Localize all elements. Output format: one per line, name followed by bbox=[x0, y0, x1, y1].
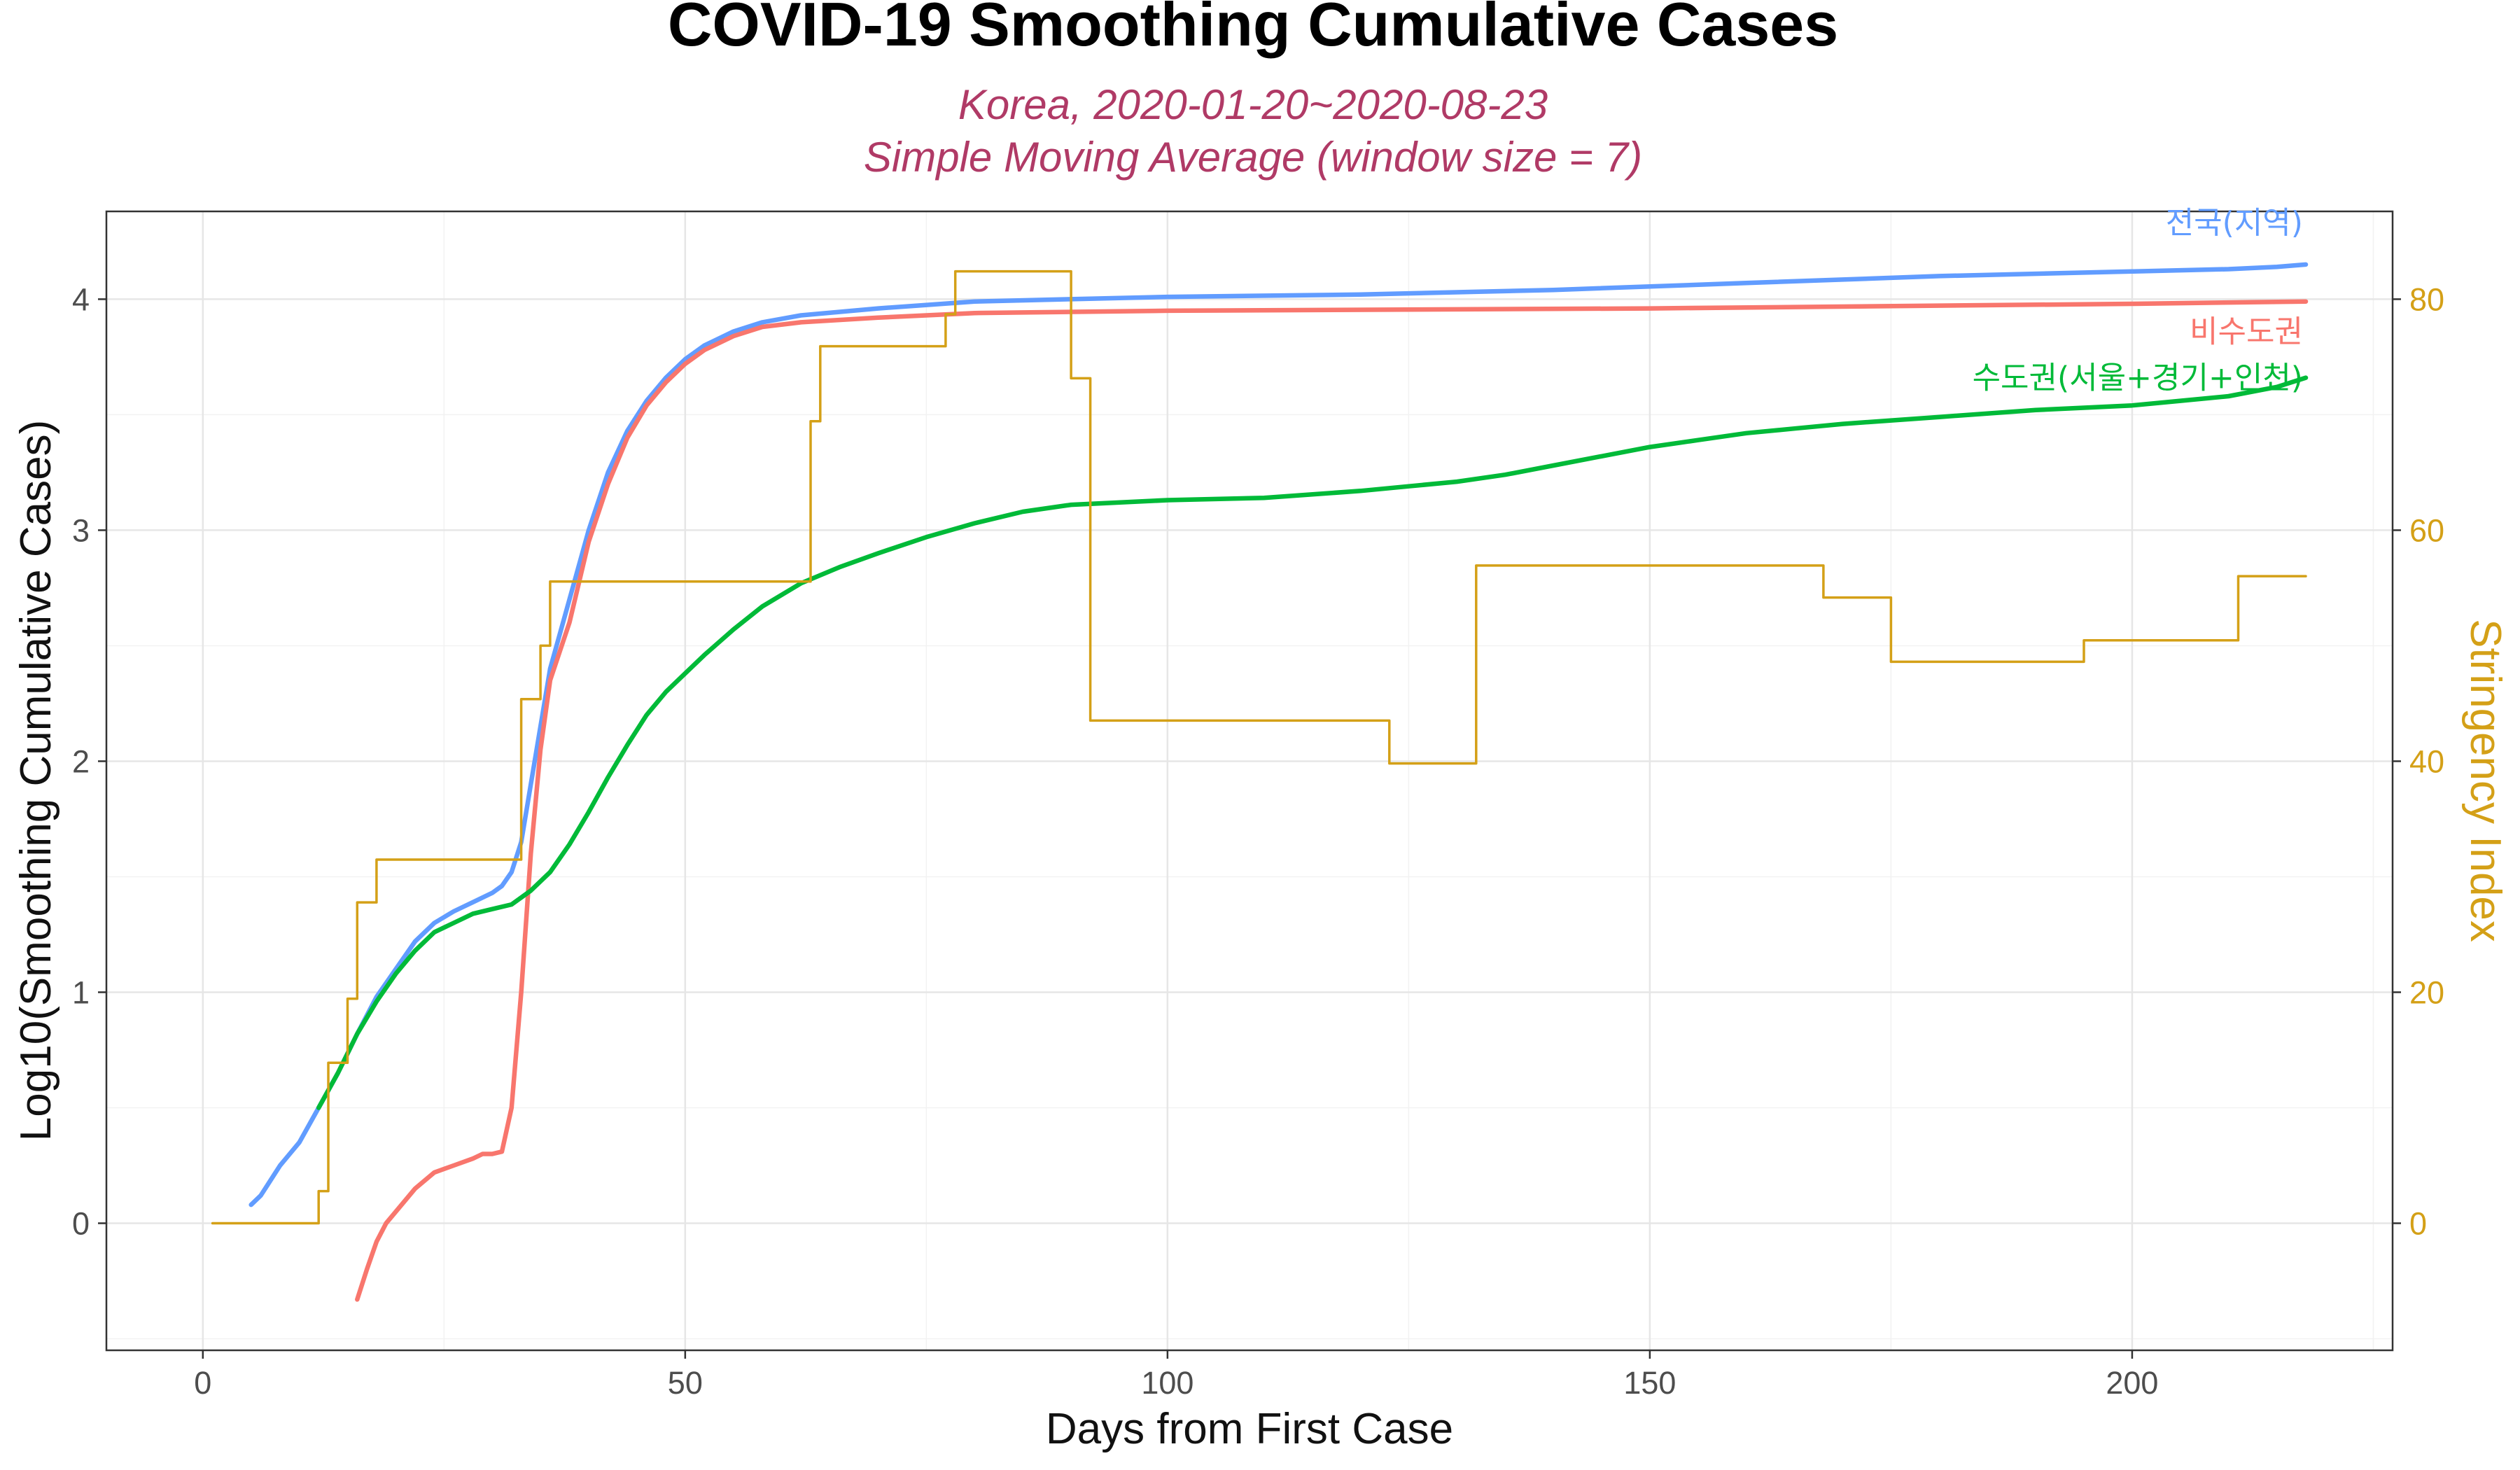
y-tick-label: 4 bbox=[72, 281, 90, 317]
x-tick-label: 100 bbox=[1141, 1365, 1194, 1401]
y2-tick-label: 40 bbox=[2409, 743, 2444, 779]
series-line-stringency bbox=[211, 270, 2307, 1225]
y2-tick-label: 60 bbox=[2409, 512, 2444, 548]
y2-tick-label: 80 bbox=[2409, 281, 2444, 317]
series-label-non-capital: 비수도권 bbox=[2190, 314, 2303, 350]
grid-layer bbox=[106, 211, 2393, 1350]
y-tick-label: 3 bbox=[72, 512, 90, 548]
y2-axis-title: Stringency Index bbox=[2461, 619, 2510, 942]
y-axis-title: Log10(Smoothing Cumulative Cases) bbox=[12, 420, 60, 1141]
chart-subtitle-line-1: Korea, 2020-01-20~2020-08-23 bbox=[958, 81, 1548, 128]
y-tick-label: 1 bbox=[72, 974, 90, 1010]
series-label-capital: 수도권(서울+경기+인천) bbox=[1973, 360, 2303, 396]
chart-subtitle-line-2: Simple Moving Average (window size = 7) bbox=[864, 134, 1642, 181]
chart-title: COVID-19 Smoothing Cumulative Cases bbox=[668, 0, 1838, 59]
series-line-capital bbox=[316, 375, 2309, 1110]
y-tick-label: 2 bbox=[72, 743, 90, 779]
series-label-national: 전국(지역) bbox=[2166, 205, 2303, 241]
y-tick-label: 0 bbox=[72, 1205, 90, 1241]
x-tick-label: 150 bbox=[1623, 1365, 1676, 1401]
plot-panel-border bbox=[105, 210, 2394, 1352]
x-axis-title: Days from First Case bbox=[1046, 1405, 1453, 1453]
x-tick-label: 50 bbox=[668, 1365, 703, 1401]
y2-tick-label: 20 bbox=[2409, 974, 2444, 1010]
y2-tick-label: 0 bbox=[2409, 1205, 2427, 1241]
series-line-national bbox=[248, 262, 2309, 1208]
series-line-non-capital bbox=[355, 299, 2309, 1302]
plot-panel-background bbox=[106, 211, 2393, 1350]
x-tick-label: 0 bbox=[194, 1365, 211, 1401]
series-layer bbox=[211, 262, 2309, 1302]
x-tick-label: 200 bbox=[2106, 1365, 2158, 1401]
